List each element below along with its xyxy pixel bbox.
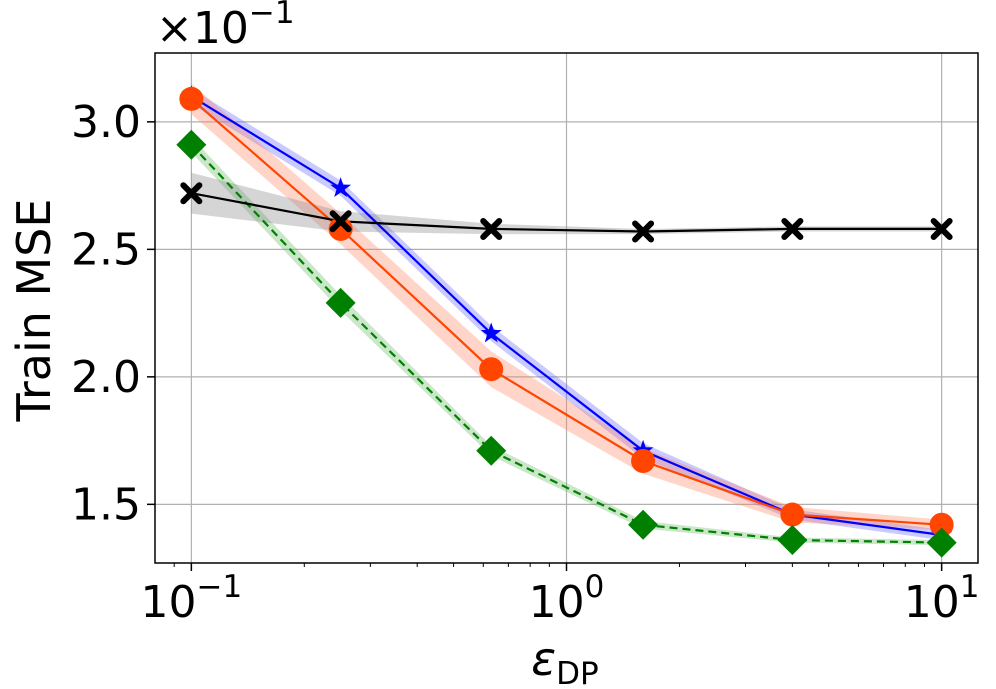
series-3-point	[926, 527, 957, 558]
x-marker-stroke	[930, 217, 953, 240]
series-4-line	[191, 192, 942, 233]
y-tick-label: 1.5	[71, 479, 141, 530]
series-4-point	[180, 182, 203, 205]
series-4-point	[329, 210, 352, 233]
confidence-bands	[191, 83, 942, 546]
y-tick-label: 3.0	[71, 97, 141, 148]
series-1-point	[480, 322, 502, 343]
y-tick-label: 2.5	[71, 224, 141, 275]
series-2-line	[190, 98, 942, 526]
series-3-point	[777, 525, 808, 556]
y-offset-label: ×10−1	[156, 0, 295, 54]
x-marker-stroke	[781, 217, 804, 240]
x-tick-base: 10	[529, 577, 585, 628]
series-2-point	[179, 86, 204, 111]
series-4-point	[632, 220, 655, 243]
series-3-point	[176, 129, 207, 160]
y-offset-exponent: −1	[249, 0, 295, 31]
series-2-point	[328, 216, 353, 241]
series-4-point	[930, 217, 953, 240]
series-4-band	[191, 172, 942, 235]
x-axis-ticks: 10−1 100 101	[141, 563, 980, 628]
x-axis-label-subscript: DP	[556, 656, 599, 689]
series-3-point	[325, 287, 356, 318]
x-axis-label: εDP	[531, 632, 598, 689]
series-4-point	[781, 217, 804, 240]
x-tick-exponent: −1	[197, 569, 243, 605]
series-4-point	[480, 217, 503, 240]
x-tick-base: 10	[141, 577, 197, 628]
series-markers	[176, 85, 957, 558]
series-2-point	[780, 502, 805, 527]
series-3-point	[628, 509, 659, 540]
y-axis-label: Train MSE	[7, 199, 61, 423]
series-lines	[190, 95, 942, 544]
grid-lines	[155, 53, 978, 563]
y-axis-ticks: 1.5 2.0 2.5 3.0	[71, 97, 155, 530]
x-tick-exponent: 1	[960, 569, 980, 605]
x-tick-label: 10−1	[141, 569, 243, 628]
y-tick-label: 2.0	[71, 352, 141, 403]
x-tick-base: 10	[904, 577, 960, 628]
x-marker-stroke	[180, 182, 203, 205]
x-marker-stroke	[632, 220, 655, 243]
x-tick-exponent: 0	[585, 569, 605, 605]
series-2-point	[929, 512, 954, 537]
series-3-line	[190, 144, 942, 544]
series-2-point	[631, 449, 656, 473]
x-tick-label: 100	[529, 569, 605, 628]
series-1-line	[190, 95, 942, 537]
x-marker-stroke	[329, 210, 352, 233]
x-marker-stroke	[480, 217, 503, 240]
x-tick-label: 101	[904, 569, 980, 628]
series-2-point	[479, 357, 504, 382]
series-3-point	[476, 435, 507, 466]
series-1-point	[330, 177, 352, 197]
x-axis-label-main: ε	[531, 632, 556, 686]
